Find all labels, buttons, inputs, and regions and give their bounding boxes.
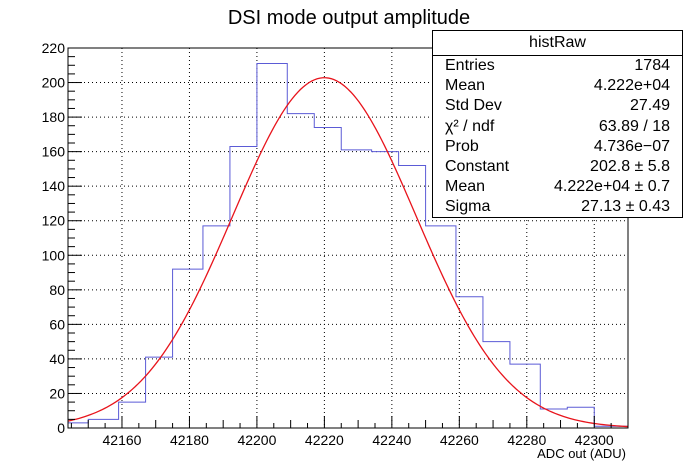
stats-row: Std Dev 27.49 — [433, 96, 682, 116]
stats-value: 27.49 — [629, 97, 670, 115]
histogram-bin — [567, 407, 594, 428]
grid-lines — [68, 48, 628, 428]
stats-row: Prob 4.736e−07 — [433, 137, 682, 157]
stats-title: histRaw — [433, 31, 682, 56]
y-tick-label: 120 — [42, 213, 66, 229]
x-axis-label: ADC out (ADU) — [537, 446, 626, 461]
y-tick-label: 20 — [49, 385, 65, 401]
stats-row: Mean 4.222e+04 — [433, 76, 682, 96]
x-tick-label: 42220 — [305, 432, 344, 448]
y-tick-label: 200 — [42, 75, 66, 91]
x-tick-label: 42180 — [170, 432, 209, 448]
fit-curve-line — [67, 77, 629, 428]
y-tick-label: 40 — [49, 351, 65, 367]
stats-value: 4.222e+04 ± 0.7 — [554, 178, 670, 196]
x-tick-label: 42300 — [575, 432, 614, 448]
stats-row: Constant 202.8 ± 5.8 — [433, 157, 682, 177]
histogram-bin — [203, 226, 230, 428]
histogram-bin — [88, 419, 118, 428]
y-tick-label: 160 — [42, 144, 66, 160]
x-axis: 42160 42180 42200 42220 42240 42260 42280 42300 — [70, 416, 614, 448]
y-tick-label: 180 — [42, 109, 66, 125]
stats-value: 4.222e+04 — [593, 77, 670, 95]
y-tick-label: 140 — [42, 178, 66, 194]
stats-label: Mean — [445, 77, 486, 95]
stats-row: χ² / ndf 63.89 / 18 — [433, 117, 682, 137]
histogram-bin — [257, 64, 287, 428]
stats-row: Mean 4.222e+04 ± 0.7 — [433, 177, 682, 197]
stats-label: χ² / ndf — [445, 117, 495, 135]
x-tick-label: 42280 — [507, 432, 546, 448]
stats-rows: Entries 1784 Mean 4.222e+04 Std Dev 27.49 χ² /… — [433, 56, 682, 218]
y-axis: 0 20 40 60 80 100 120 140 160 180 200 220 — [42, 40, 82, 436]
y-tick-label: 0 — [57, 420, 65, 436]
y-tick-label: 60 — [49, 316, 65, 332]
histogram-bin — [119, 402, 146, 428]
x-tick-label: 42260 — [440, 432, 479, 448]
histogram-bin — [230, 146, 257, 428]
gaussian-fit-curve — [67, 77, 629, 428]
x-tick-label: 42160 — [103, 432, 142, 448]
histogram-bin — [540, 409, 567, 428]
histogram-bin — [372, 152, 399, 428]
stats-box: histRaw Entries 1784 Mean 4.222e+04 Std Dev 2… — [432, 30, 683, 218]
stats-value: 4.736e−07 — [593, 137, 670, 155]
stats-label: Prob — [445, 137, 479, 155]
stats-label: Sigma — [445, 198, 491, 216]
histogram-bin — [341, 150, 371, 428]
x-tick-label: 42200 — [237, 432, 276, 448]
stats-row: Sigma 27.13 ± 0.43 — [433, 197, 682, 217]
stats-value: 202.8 ± 5.8 — [590, 157, 670, 175]
histogram-bin — [287, 114, 314, 428]
histogram-bin — [146, 357, 173, 428]
stats-value: 27.13 ± 0.43 — [581, 198, 670, 216]
y-tick-label: 220 — [42, 40, 66, 56]
stats-label: Entries — [445, 57, 495, 74]
x-tick-label: 42240 — [372, 432, 411, 448]
stats-label: Constant — [445, 157, 510, 175]
stats-label: Std Dev — [445, 97, 502, 115]
histogram — [67, 63, 629, 428]
y-tick-label: 80 — [49, 282, 65, 298]
stats-row: Entries 1784 — [433, 56, 682, 76]
stats-value: 63.89 / 18 — [598, 117, 670, 135]
stats-label: Mean — [445, 178, 486, 196]
y-tick-label: 100 — [42, 247, 66, 263]
chart-title: DSI mode output amplitude — [228, 7, 470, 29]
stats-value: 1784 — [634, 57, 670, 74]
histogram-bin — [399, 165, 426, 428]
histogram-outline — [67, 63, 629, 428]
histogram-bin — [426, 226, 456, 428]
histogram-bin — [456, 297, 483, 428]
histogram-bin — [314, 127, 341, 428]
